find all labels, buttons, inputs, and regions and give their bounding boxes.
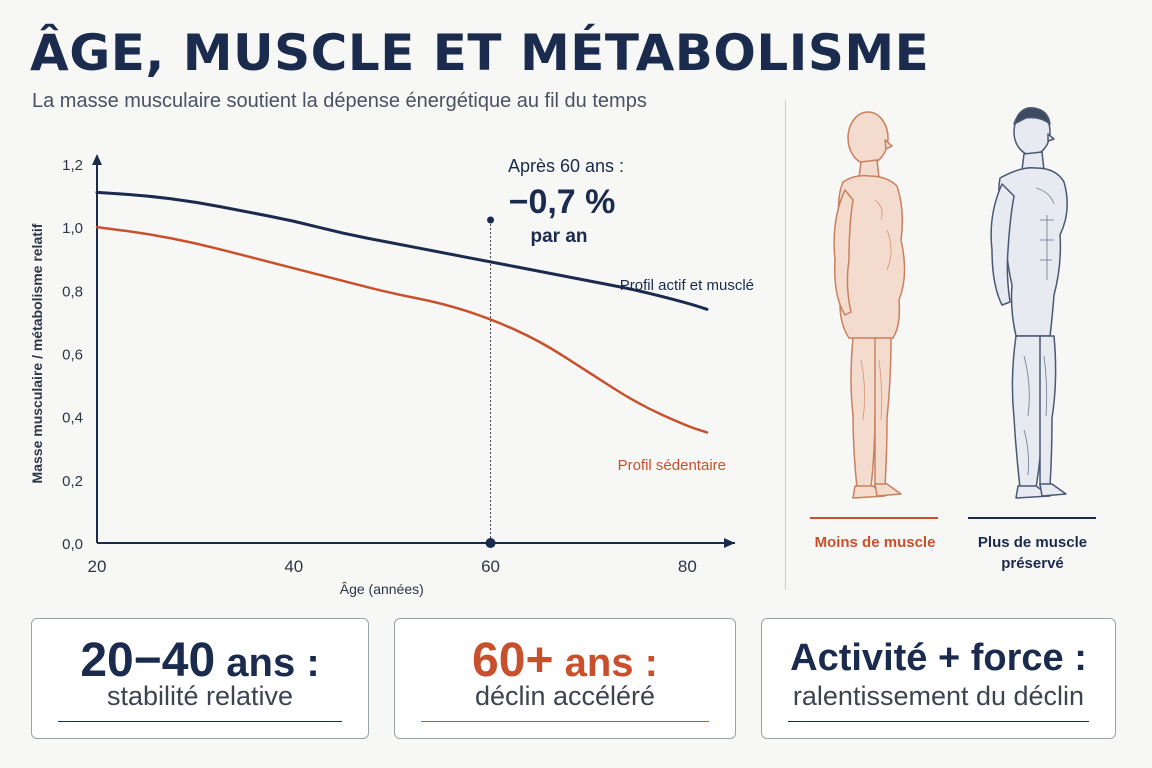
card-activity-subtitle: ralentissement du déclin bbox=[792, 681, 1085, 711]
series-sedentary-line bbox=[95, 225, 709, 434]
page-title: ÂGE, MUSCLE ET MÉTABOLISME bbox=[30, 24, 930, 82]
reference-top-dot bbox=[487, 216, 495, 224]
x-tick-label: 20 bbox=[88, 557, 107, 576]
card-young-adults-subtitle: stabilité relative bbox=[106, 681, 294, 711]
y-tick-label: 1,0 bbox=[62, 220, 83, 237]
card-young-adults: 20−40 ans : stabilité relative bbox=[31, 618, 369, 739]
elderly-figure-icon bbox=[833, 111, 906, 499]
section-divider bbox=[785, 100, 786, 590]
card-young-adults-title: 20−40 ans : bbox=[32, 633, 368, 688]
series-active-line bbox=[95, 190, 709, 311]
y-tick-label: 0,6 bbox=[62, 347, 83, 364]
card-young-adults-rule bbox=[58, 720, 342, 722]
reference-axis-dot bbox=[485, 538, 496, 548]
card-activity-title: Activité + force : bbox=[790, 637, 1087, 679]
elderly-underline bbox=[810, 517, 938, 519]
y-axis-label: Masse musculaire / métabolisme relatif bbox=[29, 223, 45, 483]
less-muscle-label: Moins de muscle bbox=[814, 534, 936, 551]
card-young-adults-value: 20−40 bbox=[80, 634, 216, 687]
y-tick-label: 0,2 bbox=[62, 473, 83, 490]
annotation-line1: Après 60 ans : bbox=[508, 156, 624, 176]
card-seniors-suffix: ans : bbox=[564, 641, 658, 685]
card-activity: Activité + force : ralentissement du déc… bbox=[761, 618, 1116, 739]
y-tick-label: 0,4 bbox=[62, 410, 83, 427]
line-chart: 0,0 0,2 0,4 0,6 0,8 1,0 1,2 20 40 60 80 Âge (années… bbox=[29, 154, 754, 597]
page-subtitle: La masse musculaire soutient la dépense … bbox=[32, 90, 647, 112]
x-tick-label: 40 bbox=[284, 557, 303, 576]
annotation-value: −0,7 % bbox=[509, 183, 616, 221]
series-sedentary-label: Profil sédentaire bbox=[618, 457, 726, 474]
x-tick-label: 80 bbox=[678, 557, 697, 576]
series-active-label: Profil actif et musclé bbox=[620, 277, 754, 294]
y-tick-label: 1,2 bbox=[62, 157, 83, 174]
more-muscle-label-line2: préservé bbox=[1001, 555, 1064, 572]
y-axis-arrow-icon bbox=[92, 154, 102, 165]
card-young-adults-suffix: ans : bbox=[226, 641, 320, 685]
x-axis-arrow-icon bbox=[724, 538, 735, 548]
card-activity-rule bbox=[788, 720, 1089, 722]
annotation-line3: par an bbox=[530, 226, 587, 247]
card-seniors-value: 60+ bbox=[472, 634, 554, 687]
card-seniors: 60+ ans : déclin accéléré bbox=[394, 618, 736, 739]
x-tick-label: 60 bbox=[481, 557, 500, 576]
card-seniors-subtitle: déclin accéléré bbox=[474, 681, 656, 711]
card-seniors-title: 60+ ans : bbox=[395, 633, 735, 688]
more-muscle-label-line1: Plus de muscle bbox=[977, 534, 1088, 551]
more-muscle-label: Plus de muscle préservé bbox=[955, 532, 1110, 574]
y-tick-label: 0,8 bbox=[62, 283, 83, 300]
muscular-underline bbox=[968, 517, 1096, 519]
card-seniors-rule bbox=[421, 720, 709, 722]
y-tick-label: 0,0 bbox=[62, 536, 83, 553]
x-axis-label: Âge (années) bbox=[340, 581, 424, 597]
muscular-figure-icon bbox=[990, 107, 1068, 499]
